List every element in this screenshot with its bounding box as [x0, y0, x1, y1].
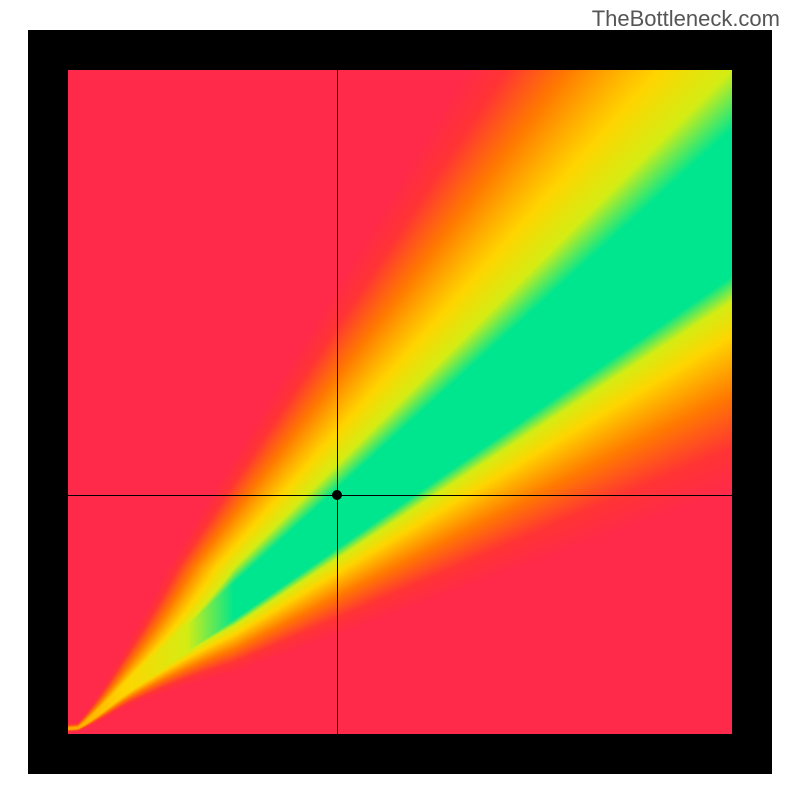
bottleneck-heatmap-canvas: [68, 70, 732, 734]
crosshair-marker: [332, 490, 342, 500]
chart-frame: [28, 30, 772, 774]
watermark-text: TheBottleneck.com: [592, 6, 780, 32]
chart-plot-area: [68, 70, 732, 734]
